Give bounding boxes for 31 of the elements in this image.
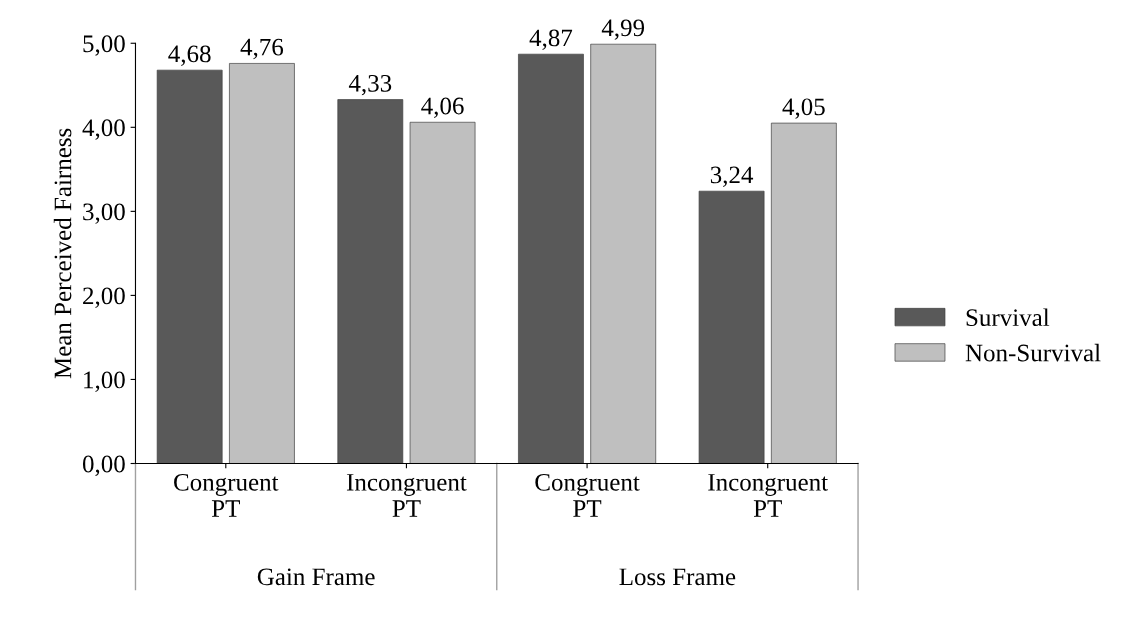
- y-axis-title: Mean Perceived Fairness: [53, 128, 72, 379]
- y-tick-label: 3,00: [83, 203, 125, 224]
- bar: [518, 53, 584, 464]
- bar: [770, 122, 837, 464]
- y-tick-label: 5,00: [83, 35, 125, 56]
- bar: [409, 121, 476, 464]
- y-tick-label: 4,00: [82, 119, 125, 140]
- x-tick-label: Congruent PT: [174, 473, 279, 517]
- data-label: 4,87: [529, 29, 573, 50]
- legend-label: Survival: [966, 308, 1050, 327]
- data-label: 4,99: [601, 19, 645, 40]
- data-label: 4,76: [240, 38, 284, 60]
- bar: [337, 99, 404, 464]
- data-label: 4,06: [421, 97, 464, 119]
- x-tick-label: Incongruent PT: [708, 474, 828, 517]
- data-label: 3,24: [710, 166, 754, 187]
- x-tick-label: Incongruent PT: [346, 474, 467, 517]
- y-tick-label: 0,00: [82, 455, 125, 477]
- y-tick-label: 2,00: [83, 287, 125, 308]
- bar: [698, 190, 765, 464]
- data-label: 4,68: [168, 45, 211, 66]
- x-tick-label: Congruent PT: [535, 473, 640, 517]
- y-tick-label: 1,00: [84, 371, 125, 392]
- bar: [229, 63, 295, 464]
- bar: [590, 43, 657, 464]
- legend-label: Non-Survival: [965, 343, 1101, 362]
- bar: [156, 69, 223, 464]
- data-label: 4,33: [348, 74, 392, 96]
- data-label: 4,05: [782, 98, 825, 119]
- text: Gain Frame: [257, 568, 375, 586]
- text: Loss Frame: [619, 568, 736, 586]
